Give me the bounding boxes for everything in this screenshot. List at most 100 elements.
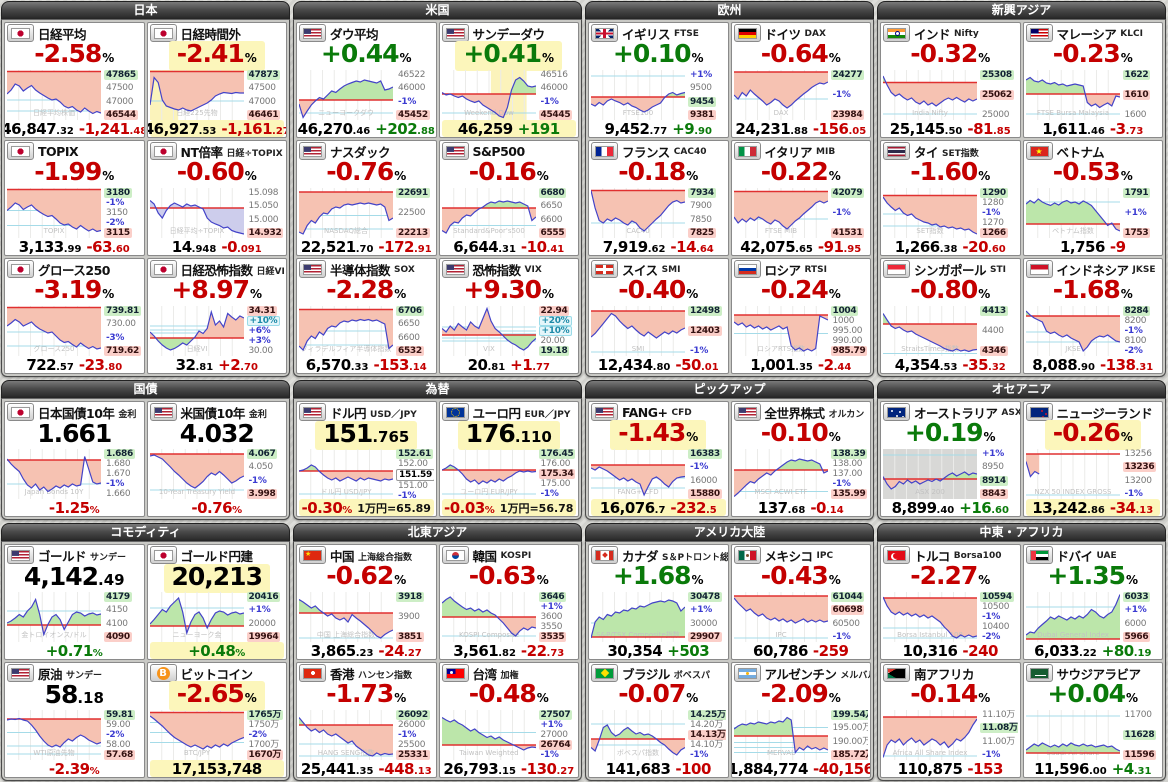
panel-malaysia-klci[interactable]: マレーシア KLCI -0.23% FTSE Bursa Malaysia 1622 16… — [1022, 22, 1163, 138]
axis-label-percent: -1% — [1124, 326, 1143, 336]
panel-singapore-sti[interactable]: シンガポール STI -0.80% StraitsTimes指数 4413 4400 434… — [880, 258, 1021, 374]
panel-fang-plus[interactable]: FANG+ CFD -1.43% FANG+ CFD 16383 -1% 16000 1588… — [588, 401, 729, 517]
panel-south-africa[interactable]: 南アフリカ -0.14% Africa All Share Index 11.10万 1… — [880, 662, 1021, 778]
panel-dow[interactable]: ダウ平均 +0.44% ニューヨークダウ 46522 46000 -1% 45452 46,2… — [296, 22, 437, 138]
current-value-decimals: .110 — [514, 427, 552, 446]
svg-text:DAX: DAX — [773, 109, 788, 117]
panel-india-nifty[interactable]: インド Nifty -0.32% India Nifty 25308 25062 25000… — [880, 22, 1021, 138]
panel-argentina-merval[interactable]: アルゼンチンメルバル-2.09%MERVAL199.54万195.00万190.… — [730, 662, 871, 778]
axis-label-high: 25308 — [980, 70, 1014, 80]
top-row: -1.68% — [1026, 277, 1161, 306]
chart-axis-labels: 47873 47500 47000 46461 — [244, 70, 285, 120]
panel-korea-kospi[interactable]: 韓国 KOSPI -0.63% KOSPI Composite 3646 +1% 3600 3… — [438, 544, 579, 660]
flag-button — [149, 24, 177, 42]
panel-nikkei-cme[interactable]: 日経時間外 -2.41% 日経225先物 47873 47500 47000 46461 46… — [146, 22, 287, 138]
last-price-decimals: .70 — [355, 244, 374, 255]
last-price-decimals: .82 — [498, 648, 516, 659]
panel-new-zealand[interactable]: ニュージーランド -0.26% NZX 50 INDEX GROSS 13256 132… — [1022, 401, 1163, 517]
top-row: -0.60% — [150, 159, 285, 188]
panel-hongkong-hsi[interactable]: 香港 ハンセン指数 -1.73% HANG SENG指数 26092 26000 -1% 25… — [296, 662, 437, 778]
percent-unit: % — [978, 691, 991, 705]
panel-russia-rtsi[interactable]: ロシア RTSI -0.24% ロシアRTS指数 1004 1000 995.00 990.0… — [730, 258, 871, 374]
chart-row: MERVAL 199.54万 195.00万 190.00万 185.72万 — [733, 710, 869, 760]
axis-label-percent: +1% — [1124, 208, 1147, 218]
panel-uk-ftse[interactable]: イギリス FTSE +0.10% FTSE100 +1% 9500 9454 9381 9,45… — [588, 22, 729, 138]
change-percent: -0.63 — [468, 561, 537, 590]
mini-chart: Saudi All Share — [1025, 710, 1120, 760]
panel-nikkei-vi[interactable]: 日経恐怖指数 日経VI +8.97% 日経VI 34.31 +10% +6% +3% 30.00… — [146, 258, 287, 374]
top-row: +1.68% — [591, 563, 726, 592]
panel-gold[interactable]: ゴールド サンデー 4,142.49 金トロイオンス/ドル 4179 4150 4100 40… — [4, 544, 145, 660]
panel-eur-jpy[interactable]: ユーロ円 EUR／JPY 176.110 ユーロ円 EUR/JPY 176.45 176.… — [438, 401, 579, 517]
panel-bitcoin[interactable]: ビットコイン-2.65% BTC/JPY 1765万1750万-2%1700万167… — [146, 662, 287, 778]
price-change: +191 — [518, 119, 560, 137]
top-value-wrap: -1.60% — [902, 159, 998, 189]
panel-sox[interactable]: 半導体指数 SOX -2.28% フィラデルフィア半導体指数 6706 6650 6600 6… — [296, 258, 437, 374]
panel-taiwan-twii[interactable]: 台湾 加権 -0.48% Taiwan Weighted 27507 +1% 27000 26… — [438, 662, 579, 778]
panel-turkey-borsa100[interactable]: トルコ Borsa100 -2.27% Borsa Istanbul 100 10594… — [880, 544, 1021, 660]
panel-topix[interactable]: TOPIX -1.99% TOPIX 3180 -1% 3150 -2% 3115 3,133.… — [4, 140, 145, 256]
svg-text:NZX 50 INDEX GROSS: NZX 50 INDEX GROSS — [1034, 488, 1112, 496]
top-row: -2.09% — [734, 679, 869, 710]
last-price-main: 16,076 — [599, 499, 655, 517]
panel-all-country-equity[interactable]: 全世界株式 オルカン -0.10% MSCI ACWI ETF 138.39 138.00… — [730, 401, 871, 517]
axis-label: 3600 — [540, 612, 563, 622]
top-row: -0.43% — [734, 563, 869, 592]
axis-label-low: 7825 — [688, 227, 716, 238]
top-value-wrap: -0.40% — [610, 277, 706, 307]
panel-mexico-ipc[interactable]: メキシコ IPC -0.43% IPC 61044 60698 60500 -1% 60,786… — [730, 544, 871, 660]
panel-sp500[interactable]: S&P500 -0.16% Standard&Poor's500 6680 6650 66… — [438, 140, 579, 256]
percent-unit: % — [244, 51, 257, 65]
price-change-main: -2 — [817, 356, 834, 374]
panel-saudi-arabia[interactable]: サウジアラビア +0.04% Saudi All Share 11700 11628 11… — [1022, 662, 1163, 778]
axis-label: 26000 — [398, 720, 426, 730]
panel-swiss-smi[interactable]: スイス SMI -0.40% SMI 12498 12403 -1% 12,434.80 -50… — [588, 258, 729, 374]
top-row: 20,213 — [150, 563, 285, 593]
svg-text:金トロイオンス/ドル: 金トロイオンス/ドル — [21, 630, 86, 639]
chart-axis-labels: 739.81 730.00 -3% 719.62 — [101, 306, 142, 356]
panel-nasdaq[interactable]: ナスダック -0.76% NASDAQ総合 22691 22500 22213 22,521… — [296, 140, 437, 256]
axis-label-percent: -1% — [398, 730, 417, 740]
panel-ust-10y[interactable]: 米国債10年 金利 4.032 10-Year Treasury Yield 4.067… — [146, 401, 287, 517]
panel-nt-ratio[interactable]: NT倍率 日経÷TOPIX -0.60% 日経平均÷TOPIX 15.098 15.050… — [146, 140, 287, 256]
chart-row: FTSE MIB 42079 -1% 41531 — [733, 188, 869, 238]
axis-label-low: 1610 — [1122, 90, 1151, 100]
panel-sunday-dow[interactable]: サンデーダウ +0.41% Weekend Dow 46516 46000 -1% 4544… — [438, 22, 579, 138]
panel-dubai-uae[interactable]: ドバイ UAE +1.35% Dubai General Index 6033 +1% 60… — [1022, 544, 1163, 660]
panel-growth250[interactable]: グロース250 -3.19% グロース250 739.81 730.00 -3% 719.6… — [4, 258, 145, 374]
panel-gold-jpy[interactable]: ゴールド円建 20,213 ニューヨーク金 20416 +1% 20000 19964 +0.… — [146, 544, 287, 660]
price-change-main: +80 — [1101, 642, 1134, 660]
top-row: -2.41% — [150, 41, 285, 71]
panel-italy-mib[interactable]: イタリア MIB -0.22% FTSE MIB 42079 -1% 41531 42,075… — [730, 140, 871, 256]
price-change-decimals: .32 — [988, 362, 1006, 373]
panel-vix[interactable]: 恐怖指数 VIX +9.30% VIX 22.94 +20% +10% 20.00 19.18 2… — [438, 258, 579, 374]
panel-titlebar: ブラジル ボベスパ — [591, 664, 726, 682]
market-subtitle: SMI — [661, 265, 681, 275]
percent-unit: % — [686, 691, 699, 705]
axis-label-percent: -1% — [398, 96, 417, 107]
panel-brazil-bovespa[interactable]: ブラジル ボベスパ -0.07% ボベスパ指数 14.25万 14.20万 14.13万 14… — [588, 662, 729, 778]
price-change: -448.13 — [378, 759, 431, 777]
panel-usd-jpy[interactable]: ドル円 USD／JPY 151.765 ドル円 USD/JPY 152.61 152.00… — [296, 401, 437, 517]
last-price-decimals: .38 — [939, 244, 958, 255]
panel-germany-dax[interactable]: ドイツ DAX -0.64% DAX 24277 -1% 23984 24,231.88 -15… — [730, 22, 871, 138]
panel-indonesia-jkse[interactable]: インドネシアJKSE-1.68%JKSE82848200-1%8100-2%79… — [1022, 258, 1163, 374]
change-percent: -2.09 — [760, 679, 829, 708]
panel-australia-asx[interactable]: オーストラリア ASX +0.19% ASX 200 +1% 8950 8914 8843 8,… — [880, 401, 1021, 517]
last-price: 1,001.35 — [750, 355, 813, 373]
chart-row: TOPIX 3180 -1% 3150 -2% 3115 — [7, 188, 142, 238]
market-subtitle: ボベスパ — [673, 670, 710, 681]
section-bonds: 国債 日本国債10年 金利 1.661 Japan Bonds 10Y 1.686 1.68… — [1, 380, 290, 520]
panel-france-cac40[interactable]: フランス CAC40 -0.18% CAC40 7934 7900 7850 7825 7,91… — [588, 140, 729, 256]
flag-button — [1025, 546, 1053, 564]
axis-label: 190.00万 — [832, 736, 869, 747]
panel-thai-set[interactable]: タイ SET指数 -1.60% SET指数 1290 1280 -1% 1270 1266 1,2… — [880, 140, 1021, 256]
panel-jgb-10y[interactable]: 日本国債10年 金利 1.661 Japan Bonds 10Y 1.686 1.680 1… — [4, 401, 145, 517]
axis-label-percent: -1% — [540, 489, 559, 499]
panel-nikkei[interactable]: 日経平均 -2.58% 日経平均株価 47865 47500 47000 46544 46,8… — [4, 22, 145, 138]
panel-crude-oil[interactable]: 原油 サンデー 58.18 WTI原油先物 59.81 59.00 -2% 58.00 57.6… — [4, 662, 145, 778]
axis-label-high: 12498 — [688, 306, 722, 316]
